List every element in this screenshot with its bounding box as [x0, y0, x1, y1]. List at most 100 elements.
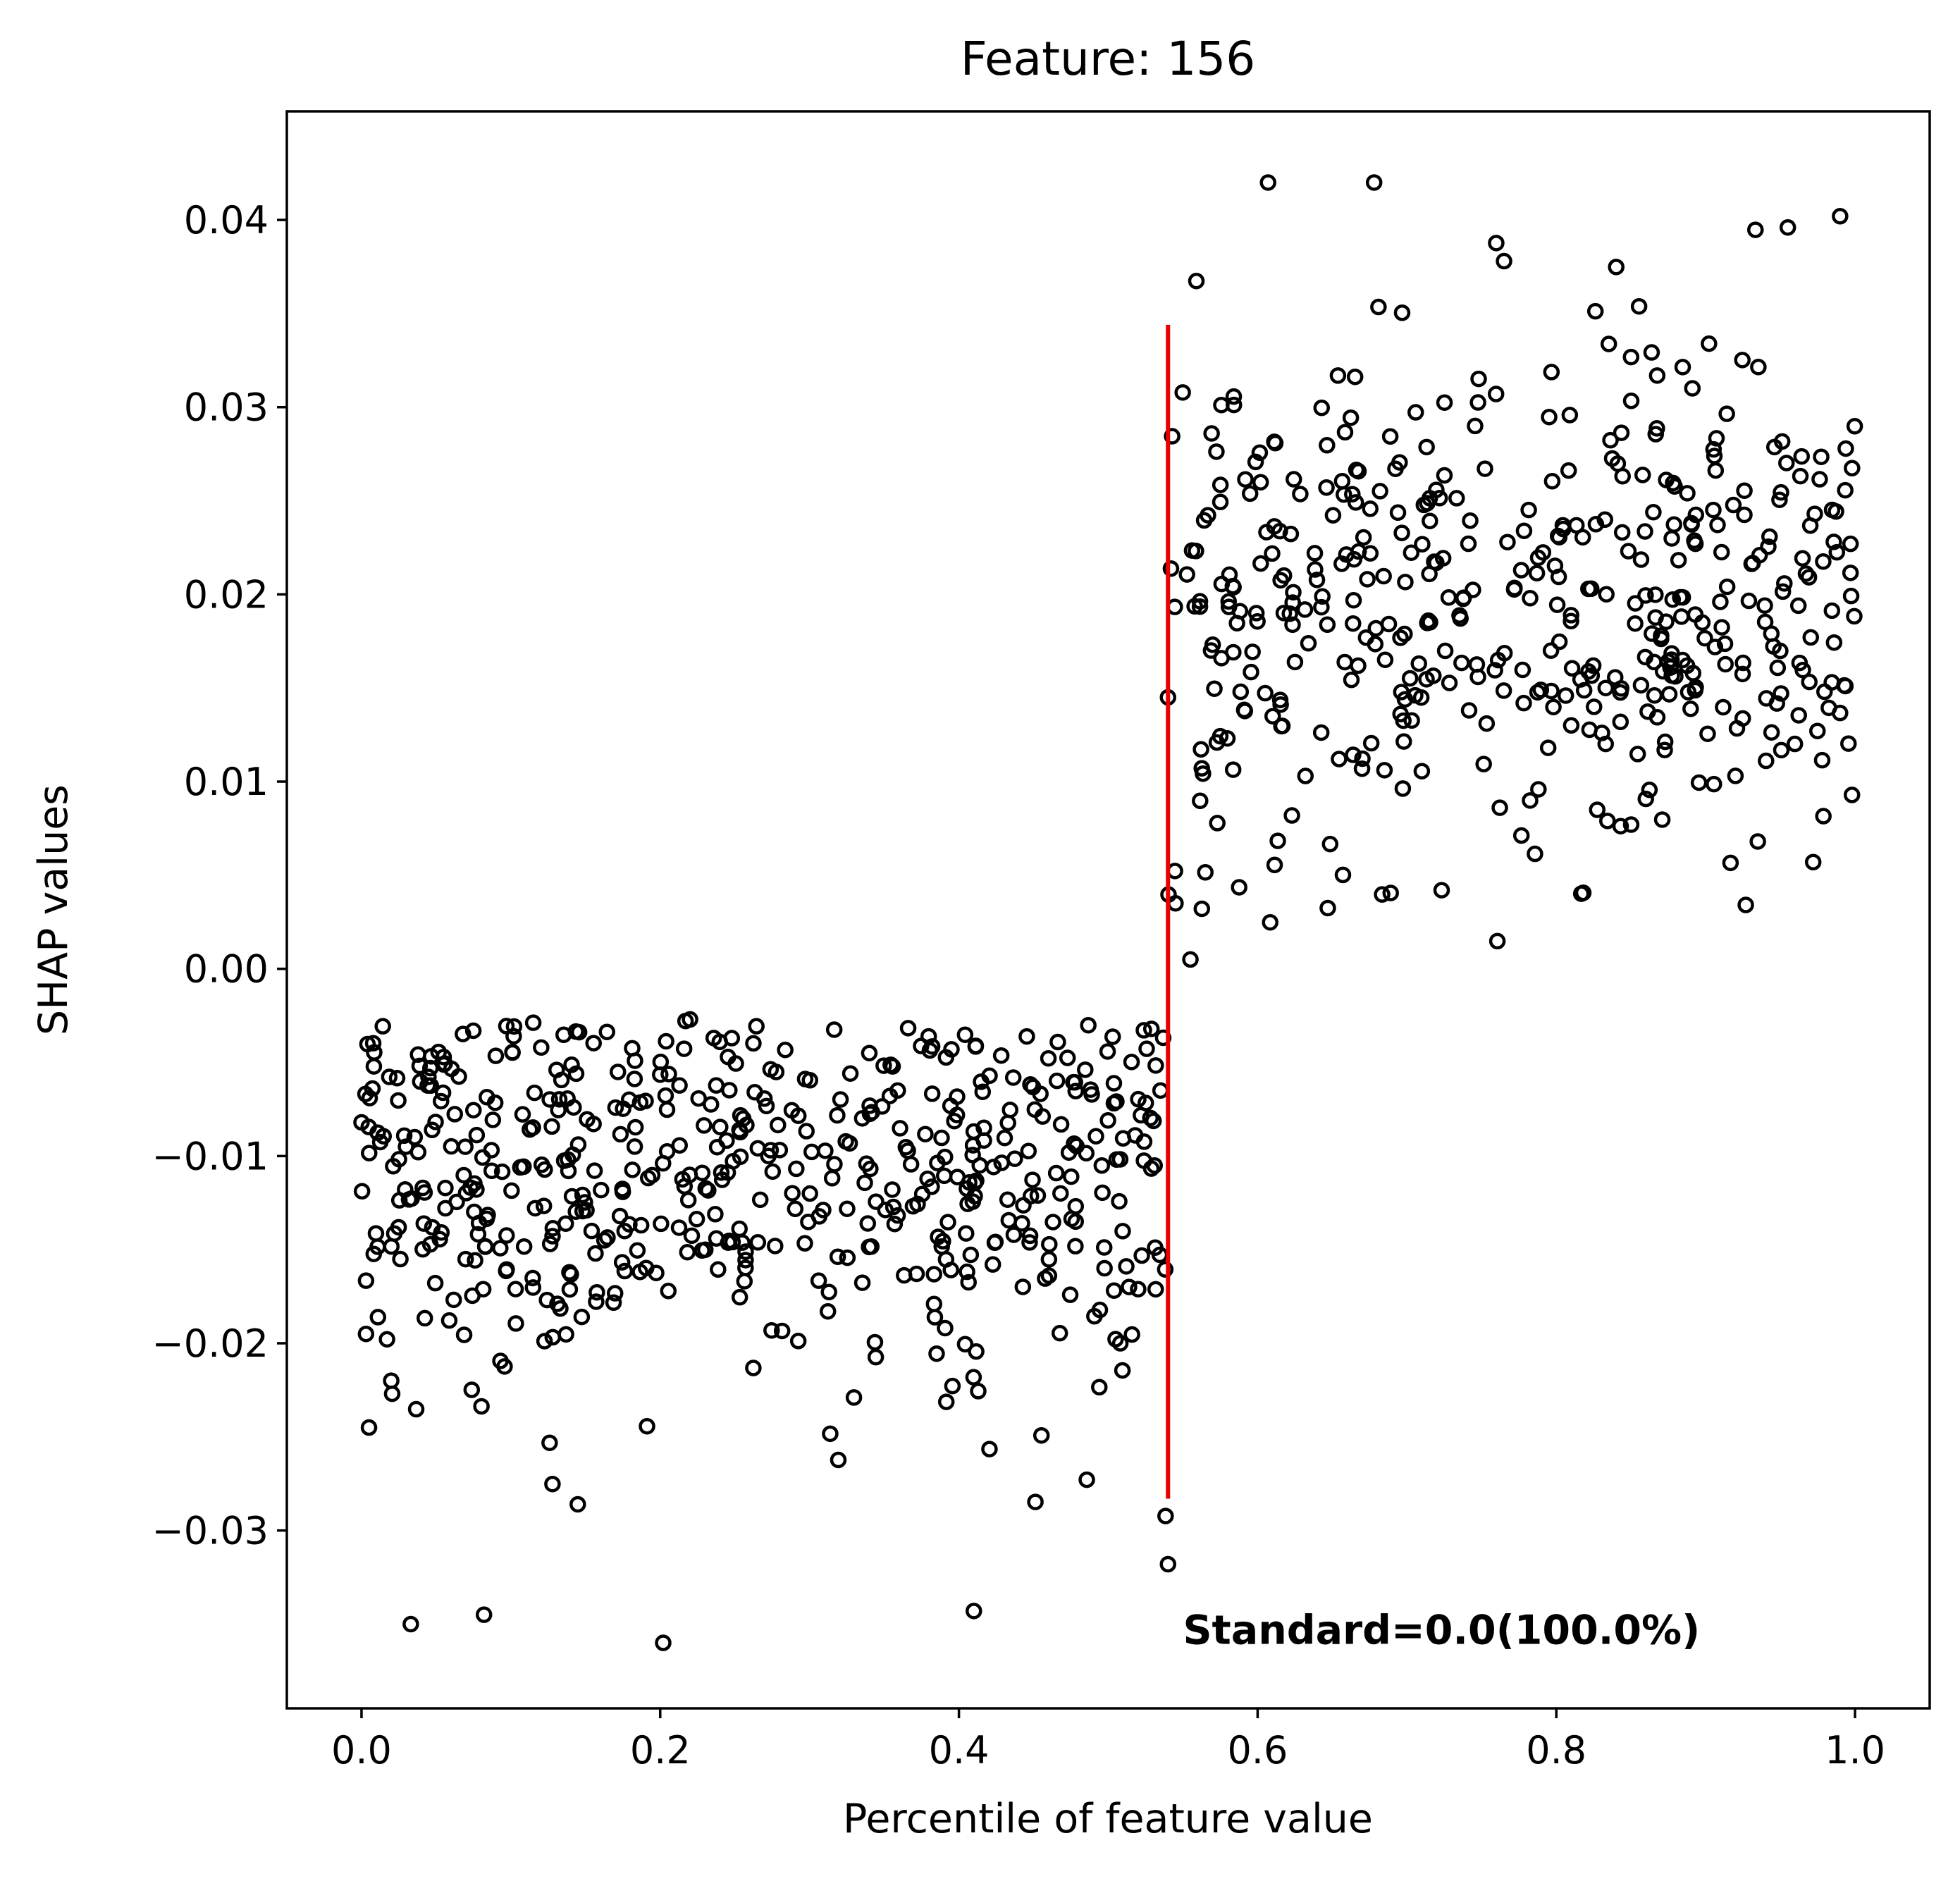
scatter-point [524, 1014, 542, 1031]
scatter-point [1718, 405, 1735, 422]
scatter-point [1283, 807, 1300, 824]
x-tick-label: 0.4 [929, 1728, 990, 1772]
x-axis-label: Percentile of feature value [843, 1796, 1373, 1842]
scatter-point [543, 1118, 560, 1135]
scatter-point [586, 1162, 603, 1179]
scatter-point [1308, 572, 1326, 588]
scatter-point [1749, 833, 1766, 850]
scatter-point [1644, 625, 1660, 642]
scatter-point [1612, 818, 1629, 834]
scatter-point [925, 1295, 943, 1313]
scatter-point [1811, 471, 1828, 488]
scatter-point [810, 1272, 827, 1289]
scatter-point [671, 1137, 688, 1154]
scatter-point [822, 1425, 839, 1443]
scatter-point [1142, 1021, 1160, 1037]
scatter-point [1345, 591, 1362, 609]
scatter-point [484, 1111, 502, 1128]
scatter-point [552, 1300, 569, 1317]
scatter-point [777, 1042, 794, 1059]
scatter-point [1130, 1281, 1147, 1297]
scatter-point [498, 1261, 515, 1278]
scatter-point [1637, 790, 1654, 808]
x-tick-label: 1.0 [1825, 1728, 1885, 1772]
scatter-point [1543, 364, 1560, 381]
scatter-point [1372, 483, 1388, 500]
y-tick-label: 0.00 [184, 947, 269, 992]
scatter-point [1281, 605, 1298, 622]
scatter-point [1465, 581, 1481, 598]
scatter-point [1418, 671, 1435, 688]
scatter-point [524, 1119, 541, 1136]
scatter-point [1837, 440, 1854, 457]
scatter-point [1539, 739, 1557, 756]
scatter-point [721, 1082, 738, 1099]
scatter-point [1343, 671, 1360, 689]
scatter-point [1203, 425, 1220, 442]
scatter-point [788, 1160, 805, 1178]
scatter-point [515, 1158, 532, 1176]
scatter-point [921, 1042, 939, 1059]
scatter-point [1350, 543, 1367, 560]
scatter-point [395, 1127, 413, 1145]
scatter-point [675, 1040, 693, 1057]
scatter-point [784, 1185, 801, 1202]
scatter-point [1561, 407, 1579, 424]
scatter-point [1716, 635, 1734, 653]
scatter-point [1345, 615, 1362, 632]
scatter-point [1324, 507, 1342, 524]
scatter-point [414, 1179, 431, 1197]
scatter-point [1534, 544, 1552, 561]
scatter-point [1575, 682, 1593, 699]
scatter-point [1496, 645, 1513, 662]
scatter-point [1266, 434, 1284, 452]
scatter-point [1024, 1171, 1041, 1188]
scatter-point [856, 1174, 873, 1192]
y-tick-label: −0.02 [152, 1321, 269, 1366]
scatter-point [638, 1259, 655, 1276]
scatter-point [492, 1240, 509, 1257]
scatter-point [629, 1242, 646, 1259]
scatter-point [1600, 335, 1617, 352]
scatter-point [1598, 586, 1615, 603]
scatter-point [1670, 552, 1687, 569]
scatter-point [524, 1269, 541, 1287]
scatter-point [837, 1133, 854, 1150]
scatter-point [1021, 1234, 1038, 1251]
scatter-point [507, 1315, 524, 1332]
y-tick-label: 0.03 [184, 386, 269, 430]
scatter-point [1133, 1106, 1150, 1124]
scatter-point [1401, 670, 1419, 687]
scatter-point [615, 1100, 631, 1117]
scatter-point [416, 1309, 433, 1327]
scatter-point [412, 1073, 429, 1090]
scatter-point [1182, 951, 1199, 968]
scatter-point [1114, 1130, 1132, 1147]
scatter-point [369, 1309, 387, 1326]
scatter-point [738, 1116, 755, 1134]
scatter-point [1846, 608, 1863, 625]
scatter-point [1825, 534, 1842, 550]
scatter-point [1004, 1069, 1022, 1086]
scatter-point [1095, 1239, 1113, 1256]
scatter-point [1419, 495, 1436, 512]
scatter-point [1648, 420, 1665, 437]
scatter-point [959, 1263, 975, 1281]
scatter-point [1225, 643, 1242, 661]
scatter-point [1455, 590, 1472, 608]
scatter-point [606, 1285, 624, 1302]
plot-frame [285, 110, 1931, 1710]
scatter-point [763, 1322, 780, 1339]
scatter-point [1548, 596, 1566, 613]
scatter-point [1846, 418, 1863, 435]
scatter-point [1059, 1049, 1076, 1066]
scatter-point [1078, 1145, 1095, 1162]
scatter-point [561, 1281, 579, 1298]
scatter-point [1202, 642, 1220, 659]
scatter-point [1118, 1258, 1135, 1275]
scatter-point [1271, 691, 1289, 708]
scatter-point [1806, 505, 1823, 522]
scatter-point [937, 1393, 955, 1410]
scatter-point [1709, 517, 1726, 534]
